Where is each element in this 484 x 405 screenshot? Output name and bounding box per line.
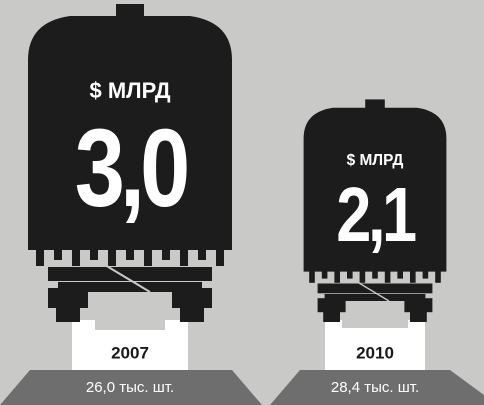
year-label: 2010 xyxy=(356,343,394,362)
chart: 2007 2010 26,0 тыс. шт. 28,4 тыс. шт. $ … xyxy=(0,0,484,405)
drip xyxy=(198,246,206,260)
drip xyxy=(385,269,391,283)
drip xyxy=(54,246,62,260)
unit-label: $ МЛРД xyxy=(89,78,170,103)
tank-car: $ МЛРД 3,0 xyxy=(28,4,232,322)
drip xyxy=(410,269,416,283)
drip xyxy=(162,246,170,260)
drip xyxy=(322,269,328,279)
drip xyxy=(309,269,315,283)
drip xyxy=(90,246,98,260)
drip xyxy=(144,246,152,266)
tank-car: $ МЛРД 2,1 xyxy=(304,99,447,322)
hatch xyxy=(365,99,385,109)
drip xyxy=(347,269,353,279)
drip xyxy=(36,246,44,266)
drip xyxy=(126,246,134,260)
drip xyxy=(108,246,116,266)
drip xyxy=(372,269,378,279)
drip xyxy=(72,246,80,266)
unit-label: $ МЛРД xyxy=(347,152,404,169)
drip xyxy=(180,246,188,266)
page: {"chart_data": {"type": "pictogram", "ca… xyxy=(0,0,484,405)
hatch xyxy=(116,4,144,18)
wheel xyxy=(323,309,340,322)
note: 26,0 тыс. шт. xyxy=(86,379,174,396)
drip xyxy=(360,269,366,283)
drip xyxy=(216,246,224,266)
drip xyxy=(397,269,403,279)
note: 28,4 тыс. шт. xyxy=(331,379,419,396)
wheel xyxy=(56,304,80,322)
drip xyxy=(334,269,340,283)
wheel xyxy=(180,304,204,322)
value-label: 2,1 xyxy=(336,171,416,257)
drip xyxy=(435,269,441,283)
wheel xyxy=(410,309,427,322)
year-label: 2007 xyxy=(111,343,149,362)
drip xyxy=(423,269,429,279)
value-label: 3,0 xyxy=(75,108,187,230)
